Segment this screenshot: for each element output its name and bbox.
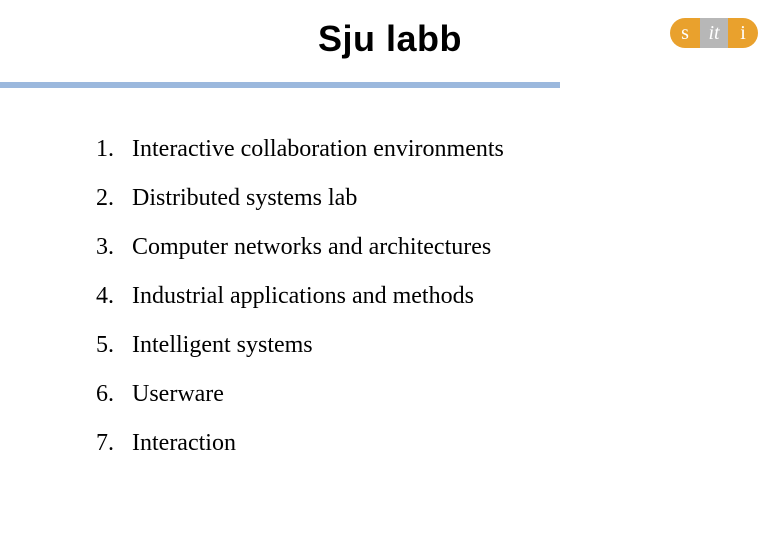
page-title: Sju labb (0, 18, 780, 60)
logo-seg-s: s (670, 18, 700, 48)
list-number: 3. (78, 234, 114, 261)
list-item: 4. Industrial applications and methods (78, 283, 780, 310)
list-text: Userware (132, 381, 224, 408)
list-number: 5. (78, 332, 114, 359)
logo-seg-it: it (700, 18, 728, 48)
logo-seg-i: i (728, 18, 758, 48)
list-item: 3. Computer networks and architectures (78, 234, 780, 261)
list-item: 5. Intelligent systems (78, 332, 780, 359)
list-number: 4. (78, 283, 114, 310)
list-text: Industrial applications and methods (132, 283, 474, 310)
title-area: Sju labb (0, 0, 780, 60)
list-text: Distributed systems lab (132, 185, 357, 212)
list-text: Interaction (132, 430, 236, 457)
numbered-list: 1. Interactive collaboration environment… (78, 136, 780, 457)
list-item: 1. Interactive collaboration environment… (78, 136, 780, 163)
list-item: 6. Userware (78, 381, 780, 408)
list-item: 2. Distributed systems lab (78, 185, 780, 212)
list-number: 1. (78, 136, 114, 163)
logo: s it i (670, 18, 758, 48)
list-text: Computer networks and architectures (132, 234, 491, 261)
list-text: Intelligent systems (132, 332, 313, 359)
list-number: 2. (78, 185, 114, 212)
slide: s it i Sju labb 1. Interactive collabora… (0, 0, 780, 540)
list-text: Interactive collaboration environments (132, 136, 504, 163)
list-number: 6. (78, 381, 114, 408)
list-item: 7. Interaction (78, 430, 780, 457)
divider (0, 82, 560, 88)
list-number: 7. (78, 430, 114, 457)
